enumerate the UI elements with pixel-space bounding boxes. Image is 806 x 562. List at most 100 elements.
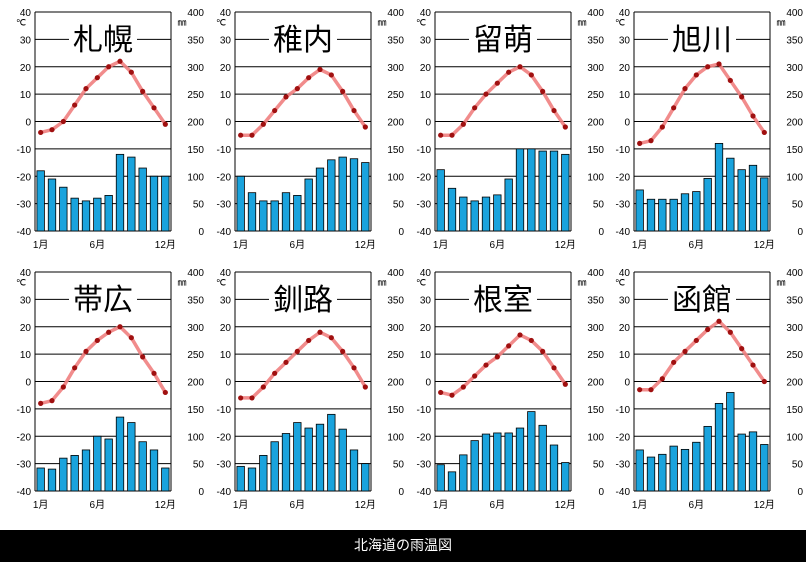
precip-tick-label: 250	[587, 350, 604, 361]
temperature-point	[306, 337, 312, 344]
precip-bar	[692, 441, 701, 492]
temp-tick-label: -10	[616, 145, 631, 156]
precip-tick-label: 250	[786, 90, 803, 101]
chart-2: 40 400 30 350 20 300 10 250 0 200 -10 150 -20 100 -30 5…	[216, 8, 404, 251]
precip-unit: ㎜	[377, 277, 386, 287]
x-tick-label: 1月	[433, 239, 449, 251]
temperature-point	[362, 384, 368, 390]
chart-title: 旭川	[672, 23, 732, 58]
precip-tick-label: 50	[593, 200, 605, 211]
precip-bar	[81, 449, 91, 492]
temperature-point	[38, 400, 44, 406]
chart-title: 札幌	[73, 23, 133, 58]
temperature-point	[272, 107, 278, 114]
precip-tick-label: 200	[387, 378, 404, 389]
precip-tick-label: 300	[387, 323, 404, 334]
temperature-point	[648, 138, 654, 144]
temperature-point	[506, 343, 512, 349]
temperature-point	[340, 88, 346, 94]
temperature-point	[637, 140, 643, 146]
x-tick-label: 1月	[632, 499, 648, 511]
temp-tick-label: -20	[616, 432, 631, 443]
x-tick-label: 6月	[290, 239, 306, 251]
temperature-point	[438, 132, 444, 138]
precip-bar	[481, 433, 491, 492]
precip-tick-label: 350	[786, 35, 803, 46]
temp-tick-label: 10	[619, 350, 631, 361]
precip-bar	[293, 422, 302, 492]
precip-bar	[692, 191, 701, 232]
precip-bar	[493, 432, 502, 492]
precip-bar	[115, 153, 125, 232]
precip-bar	[504, 432, 513, 492]
temp-tick-label: -20	[417, 432, 432, 443]
temp-tick-label: 40	[619, 268, 631, 279]
temperature-point	[106, 64, 112, 70]
temp-tick-label: -10	[417, 145, 432, 156]
precip-bar	[635, 189, 644, 232]
precip-bar	[259, 455, 268, 492]
temp-tick-label: 10	[619, 90, 631, 101]
temp-tick-label: -40	[417, 487, 432, 498]
chart-title: 稚内	[273, 23, 333, 58]
x-tick-label: 1月	[433, 499, 449, 511]
temperature-line	[438, 333, 568, 397]
temp-tick-label: -30	[417, 200, 432, 211]
temp-unit: ℃	[16, 277, 26, 287]
temperature-point	[162, 121, 168, 127]
precip-tick-label: 0	[398, 227, 404, 238]
temperature-point	[705, 326, 711, 333]
temperature-point	[551, 365, 557, 371]
precip-tick-label: 50	[792, 460, 804, 471]
x-tick-label: 12月	[754, 499, 775, 511]
temperature-point	[340, 348, 346, 354]
chart-1: 40 400 30 350 20 300 10 250 0 200 -10 150 -20 100 -30 5…	[16, 8, 204, 251]
temp-tick-label: -40	[217, 487, 232, 498]
precip-tick-label: 100	[587, 172, 604, 183]
precip-bar	[127, 156, 136, 232]
chart-title: 釧路	[273, 283, 333, 318]
precip-bar	[515, 148, 525, 232]
precip-tick-label: 0	[198, 487, 204, 498]
x-tick-label: 1月	[632, 239, 648, 251]
temperature-point	[140, 354, 146, 360]
precip-bar	[714, 402, 724, 492]
precip-tick-label: 150	[187, 405, 204, 416]
temp-tick-label: -20	[17, 432, 32, 443]
precip-bar	[270, 441, 279, 492]
precip-tick-label: 350	[187, 295, 204, 306]
precip-tick-label: 200	[187, 118, 204, 129]
x-tick-label: 6月	[90, 499, 106, 511]
chart-title: 帯広	[73, 283, 133, 318]
precip-tick-label: 400	[587, 268, 604, 279]
temp-tick-label: -10	[217, 405, 232, 416]
precip-tick-label: 50	[193, 200, 205, 211]
temperature-point	[260, 384, 266, 390]
temperature-point	[449, 392, 455, 398]
precip-bar	[161, 175, 170, 232]
temp-tick-label: 30	[220, 295, 232, 306]
precip-bar	[459, 454, 468, 492]
precip-bar	[93, 435, 102, 492]
x-tick-label: 6月	[490, 239, 506, 251]
temp-tick-label: 40	[420, 268, 432, 279]
temperature-point	[528, 72, 534, 78]
temperature-point	[60, 384, 66, 390]
temperature-point	[362, 124, 368, 130]
precip-bar	[561, 462, 570, 492]
chart-5: 40 400 30 350 20 300 10 250 0 200 -10 150 -20 100 -30 5…	[16, 268, 204, 511]
precip-bar	[669, 445, 678, 492]
precip-tick-label: 100	[387, 172, 404, 183]
temp-unit: ℃	[16, 17, 26, 27]
temperature-point	[238, 395, 244, 401]
precip-bar	[115, 416, 125, 492]
precip-tick-label: 100	[187, 432, 204, 443]
temperature-point	[705, 64, 711, 70]
x-tick-label: 12月	[555, 239, 576, 251]
temperature-point	[727, 329, 733, 335]
precip-tick-label: 100	[786, 432, 803, 443]
precip-unit: ㎜	[776, 17, 785, 27]
temperature-point	[483, 91, 489, 97]
precip-bar	[527, 148, 536, 232]
temp-unit: ℃	[615, 17, 625, 27]
